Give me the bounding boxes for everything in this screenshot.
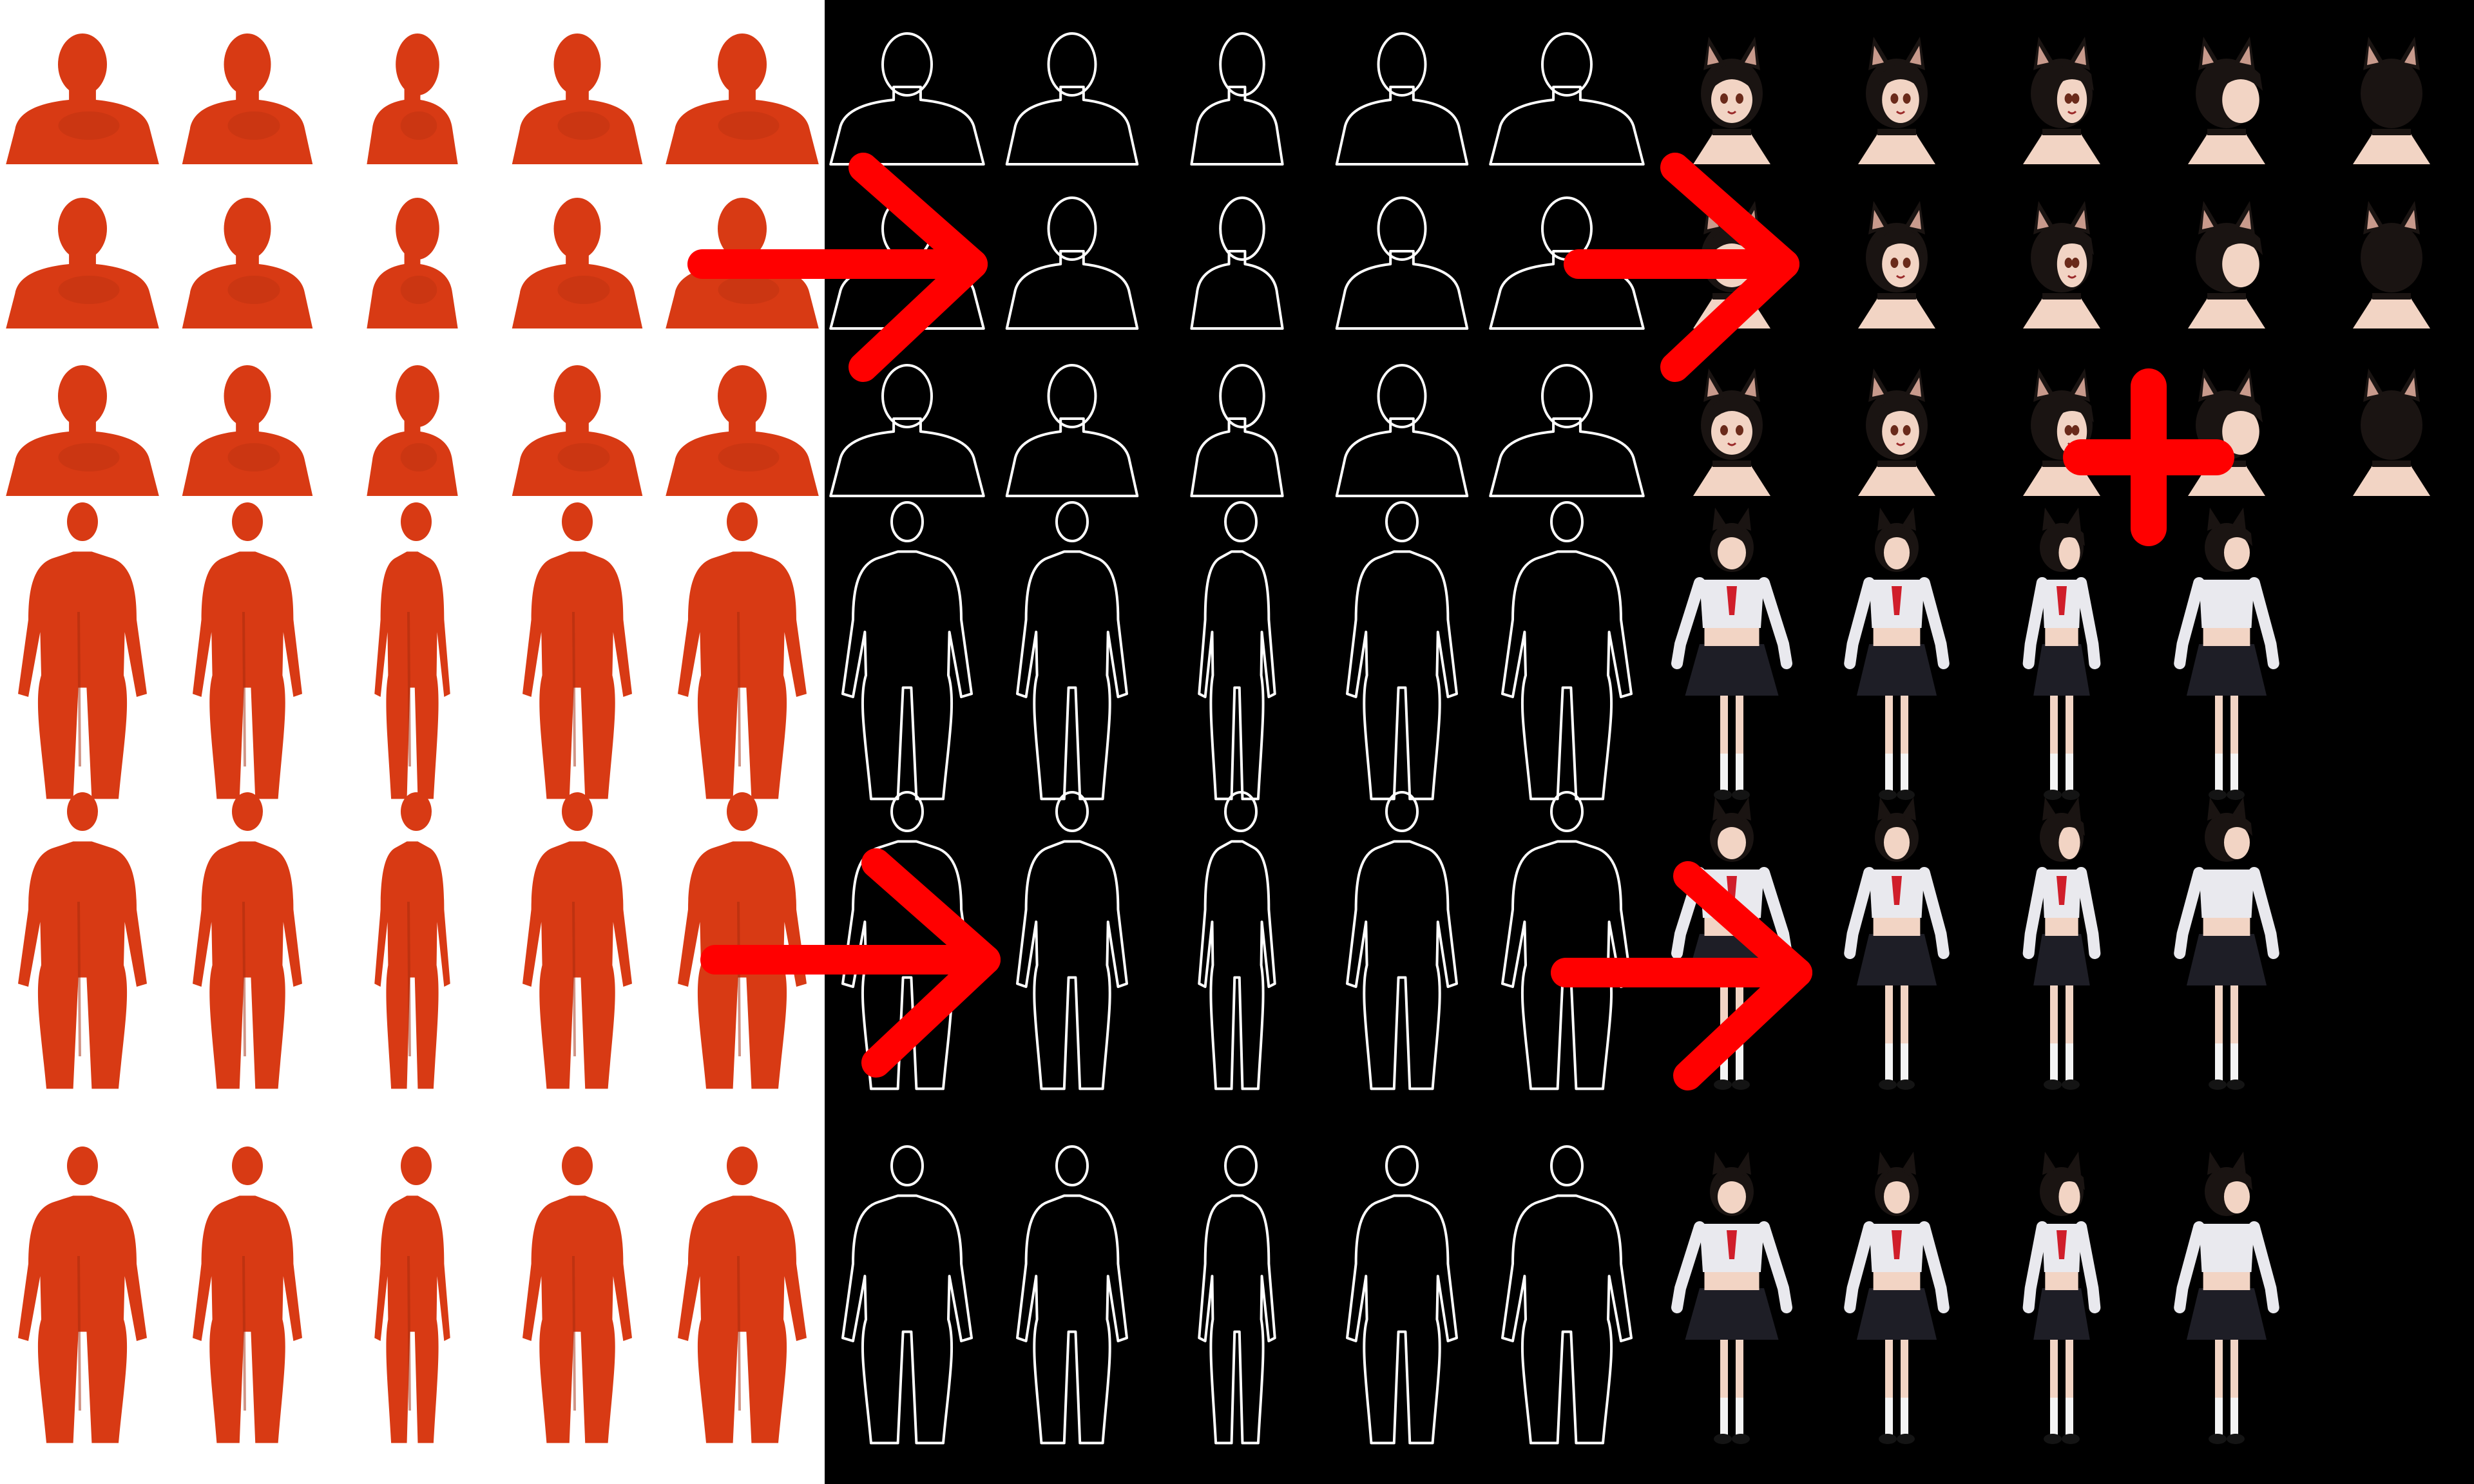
mannequin-full-body-front-r4 — [18, 502, 147, 799]
outline-full-body-back-right-r6 — [1346, 1145, 1458, 1445]
character-full-body-side-r4 — [2022, 508, 2101, 800]
mannequin-bust-back-right-r1 — [512, 33, 643, 164]
panel-line-art-sketches — [829, 32, 1645, 1445]
character-full-body-front-r6 — [1671, 1152, 1792, 1444]
mannequin-bust-front-r3 — [6, 365, 159, 496]
arrow-upper-mannequin-to-sketch — [687, 153, 988, 382]
character-full-body-side-r5 — [2022, 797, 2101, 1090]
annotation-overlay — [687, 153, 2234, 1090]
mannequin-bust-side-r3 — [367, 365, 458, 496]
mannequin-bust-front-r1 — [6, 33, 159, 164]
mannequin-full-body-front-r5 — [18, 792, 147, 1089]
outline-bust-front-right-r2 — [1005, 196, 1139, 330]
mannequin-full-body-back-right-r4 — [523, 502, 632, 799]
mannequin-full-body-back-r6 — [678, 1146, 807, 1443]
character-head-front-r1 — [1693, 37, 1770, 164]
character-full-body-front-right-r4 — [1844, 508, 1950, 800]
outline-bust-front-right-r3 — [1005, 364, 1139, 497]
outline-full-body-back-r4 — [1501, 501, 1633, 801]
arrow-lower-mannequin-to-sketch — [700, 848, 1001, 1078]
mannequin-bust-back-right-r2 — [512, 198, 643, 328]
mannequin-bust-front-right-r3 — [182, 365, 313, 496]
outline-full-body-back-r6 — [1501, 1145, 1633, 1445]
outline-bust-back-r1 — [1489, 32, 1645, 166]
outline-bust-side-r1 — [1190, 32, 1284, 166]
mannequin-full-body-front-right-r6 — [193, 1146, 302, 1443]
outline-full-body-front-right-r6 — [1016, 1145, 1128, 1445]
panel-mannequin-renders — [6, 33, 819, 1443]
character-head-back-r3 — [2353, 368, 2430, 496]
character-full-body-side-r6 — [2022, 1152, 2101, 1444]
character-head-side-r2 — [2023, 201, 2100, 328]
character-full-body-back-right-r6 — [2174, 1152, 2279, 1444]
mannequin-bust-front-right-r2 — [182, 198, 313, 328]
mannequin-full-body-side-r6 — [374, 1146, 450, 1443]
outline-full-body-front-r6 — [841, 1145, 973, 1445]
mannequin-full-body-front-r6 — [18, 1146, 147, 1443]
character-full-body-front-right-r6 — [1844, 1152, 1950, 1444]
mannequin-bust-back-r3 — [666, 365, 819, 496]
outline-full-body-front-right-r5 — [1016, 791, 1128, 1090]
character-head-back-r1 — [2353, 37, 2430, 164]
outline-full-body-back-right-r4 — [1346, 501, 1458, 801]
mannequin-bust-front-right-r1 — [182, 33, 313, 164]
outline-bust-back-right-r1 — [1335, 32, 1469, 166]
outline-full-body-side-r4 — [1198, 501, 1276, 801]
outline-full-body-front-right-r4 — [1016, 501, 1128, 801]
character-head-back-right-r2 — [2188, 201, 2265, 328]
mannequin-bust-back-right-r3 — [512, 365, 643, 496]
mannequin-bust-side-r1 — [367, 33, 458, 164]
mannequin-bust-front-r2 — [6, 198, 159, 328]
outline-bust-front-r3 — [829, 364, 985, 497]
character-head-front-r3 — [1693, 368, 1770, 496]
character-full-body-front-right-r5 — [1844, 797, 1950, 1090]
outline-full-body-back-r5 — [1501, 791, 1633, 1090]
outline-bust-back-r3 — [1489, 364, 1645, 497]
outline-bust-back-right-r3 — [1335, 364, 1469, 497]
character-full-body-back-right-r4 — [2174, 508, 2279, 800]
outline-full-body-front-r4 — [841, 501, 973, 801]
outline-bust-side-r2 — [1190, 196, 1284, 330]
character-head-back-r2 — [2353, 201, 2430, 328]
mannequin-bust-side-r2 — [367, 198, 458, 328]
outline-full-body-back-right-r5 — [1346, 791, 1458, 1090]
mannequin-full-body-side-r4 — [374, 502, 450, 799]
mannequin-full-body-back-right-r5 — [523, 792, 632, 1089]
character-head-side-r1 — [2023, 37, 2100, 164]
arrow-lower-sketch-to-character — [1551, 861, 1812, 1090]
mannequin-full-body-front-right-r4 — [193, 502, 302, 799]
figure-panels — [6, 32, 2430, 1445]
arrow-upper-sketch-to-character — [1564, 153, 1799, 382]
mannequin-full-body-side-r5 — [374, 792, 450, 1089]
outline-bust-front-right-r1 — [1005, 32, 1139, 166]
plus-sign — [2063, 368, 2234, 546]
outline-full-body-side-r5 — [1198, 791, 1276, 1090]
character-head-back-right-r1 — [2188, 37, 2265, 164]
outline-full-body-front-r5 — [841, 791, 973, 1090]
mannequin-full-body-front-right-r5 — [193, 792, 302, 1089]
outline-bust-front-r1 — [829, 32, 985, 166]
character-full-body-front-r4 — [1671, 508, 1792, 800]
character-full-body-back-right-r5 — [2174, 797, 2279, 1090]
mannequin-full-body-back-r4 — [678, 502, 807, 799]
character-head-front-right-r2 — [1858, 201, 1935, 328]
outline-full-body-side-r6 — [1198, 1145, 1276, 1445]
character-head-front-right-r1 — [1858, 37, 1935, 164]
panel-anime-character-renders — [1671, 37, 2430, 1444]
outline-bust-side-r3 — [1190, 364, 1284, 497]
mannequin-full-body-back-right-r6 — [523, 1146, 632, 1443]
character-head-front-right-r3 — [1858, 368, 1935, 496]
outline-bust-back-right-r2 — [1335, 196, 1469, 330]
mannequin-bust-back-r1 — [666, 33, 819, 164]
